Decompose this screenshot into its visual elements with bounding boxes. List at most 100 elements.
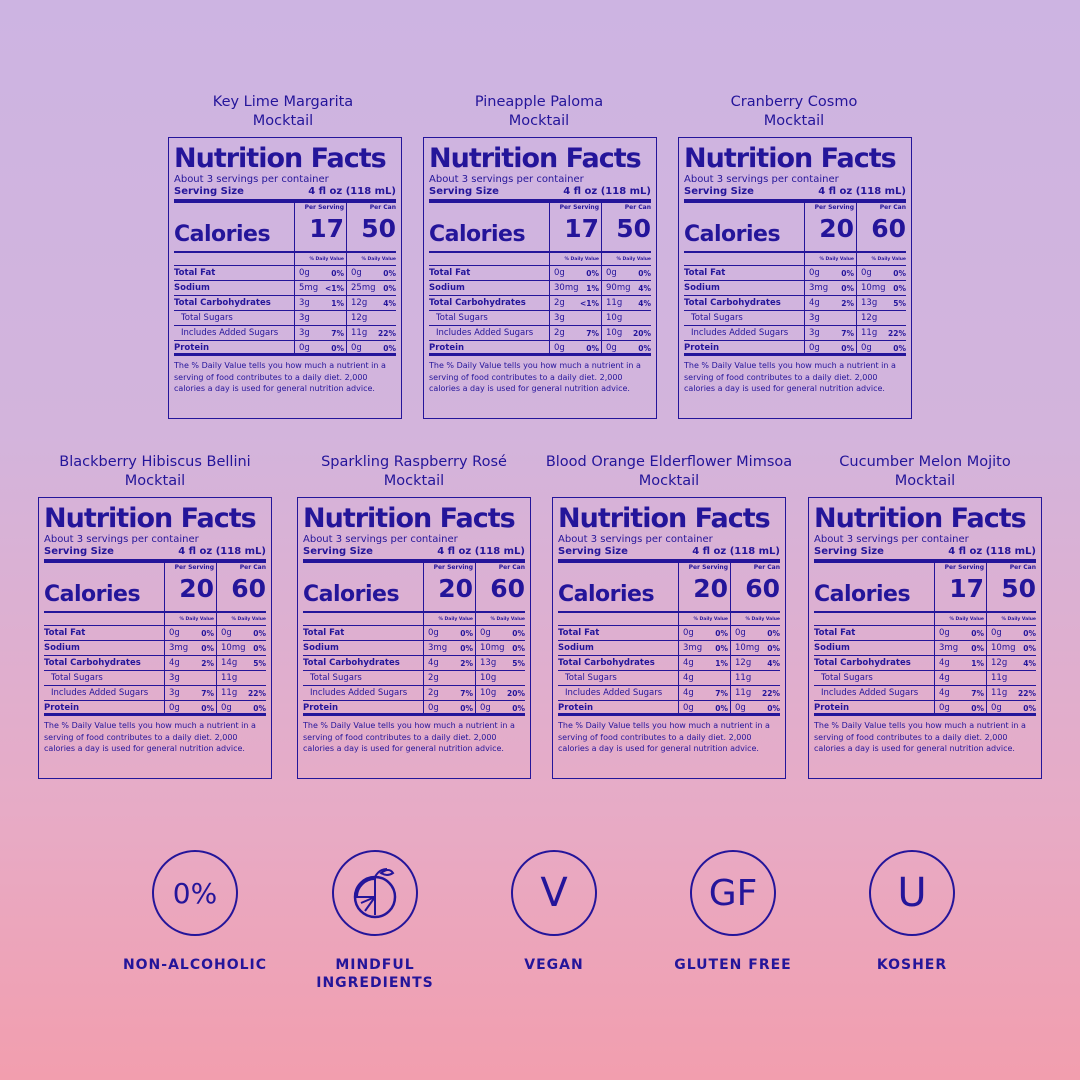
daily-value-header: % Daily Value % Daily Value bbox=[174, 253, 396, 266]
servings-per-container: About 3 servings per container bbox=[174, 174, 329, 185]
amount: 13g bbox=[861, 298, 878, 308]
per-can-cell: 10g bbox=[475, 671, 527, 685]
daily-value-percent: 0% bbox=[841, 284, 854, 293]
amount: 0g bbox=[683, 628, 694, 638]
daily-value-percent: 0% bbox=[460, 644, 473, 653]
row-total-fat: Total Fat 0g 0% 0g 0% bbox=[558, 626, 780, 641]
per-can-cell: 12g bbox=[346, 311, 398, 325]
row-total-sugars: Total Sugars 2g 10g bbox=[303, 671, 525, 686]
amount: 11g bbox=[606, 298, 623, 308]
row-total-fat: Total Fat 0g 0% 0g 0% bbox=[814, 626, 1036, 641]
per-serving-cell: 3g 1% bbox=[294, 296, 346, 310]
badge-mindful-ingredients: MINDFUL INGREDIENTS bbox=[285, 850, 465, 992]
row-total-carbohydrates: Total Carbohydrates 4g 1% 12g 4% bbox=[558, 656, 780, 671]
per-serving-cell: 3g 7% bbox=[294, 326, 346, 340]
row-total-carbohydrates: Total Carbohydrates 4g 2% 13g 5% bbox=[684, 296, 906, 311]
serving-size-row: Serving Size 4 fl oz (118 mL) bbox=[558, 546, 780, 563]
per-serving-cell: 3g bbox=[549, 311, 601, 325]
badge-kosher: U KOSHER bbox=[822, 850, 1002, 974]
amount: 2g bbox=[554, 328, 565, 338]
amount: 3mg bbox=[809, 283, 829, 293]
amount: 3mg bbox=[939, 643, 959, 653]
per-can-cell: 10mg 0% bbox=[730, 641, 782, 655]
row-sodium: Sodium 3mg 0% 10mg 0% bbox=[44, 641, 266, 656]
daily-value-percent: 1% bbox=[586, 284, 599, 293]
calories-label: Calories bbox=[174, 222, 271, 247]
nutrient-table: Total Fat 0g 0% 0g 0% Sodium 5mg <1% 25mg 0% Total… bbox=[174, 266, 396, 356]
row-total-fat: Total Fat 0g 0% 0g 0% bbox=[429, 266, 651, 281]
daily-value-percent: 0% bbox=[1023, 629, 1036, 638]
row-protein: Protein 0g 0% 0g 0% bbox=[684, 341, 906, 356]
per-can-cell: 13g 5% bbox=[475, 656, 527, 670]
row-protein: Protein 0g 0% 0g 0% bbox=[558, 701, 780, 716]
nutrient-table: Total Fat 0g 0% 0g 0% Sodium 30mg 1% 90mg 4% Total… bbox=[429, 266, 651, 356]
daily-value-footnote: The % Daily Value tells you how much a n… bbox=[303, 721, 515, 753]
nutrient-label: Sodium bbox=[44, 643, 80, 653]
per-serving-cell: 4g 1% bbox=[934, 656, 986, 670]
row-total-sugars: Total Sugars 3g 12g bbox=[174, 311, 396, 326]
servings-per-container: About 3 servings per container bbox=[558, 534, 713, 545]
product-name: Blackberry Hibiscus Bellini Mocktail bbox=[59, 454, 251, 489]
amount: 10g bbox=[480, 673, 497, 683]
nutrient-label: Total Carbohydrates bbox=[684, 298, 781, 308]
daily-value-percent: 1% bbox=[971, 659, 984, 668]
per-serving-cell: 30mg 1% bbox=[549, 281, 601, 295]
calories-per-serving: Per Serving 17 bbox=[549, 203, 601, 251]
per-serving-cell: 0g 0% bbox=[804, 341, 856, 353]
badge-label: KOSHER bbox=[876, 957, 948, 973]
daily-value-percent: 22% bbox=[248, 689, 266, 698]
amount: 0g bbox=[169, 703, 180, 713]
amount: 3g bbox=[809, 313, 820, 323]
per-can-cell: 10mg 0% bbox=[216, 641, 268, 655]
servings-per-container: About 3 servings per container bbox=[429, 174, 584, 185]
per-can-cell: 10mg 0% bbox=[986, 641, 1038, 655]
row-protein: Protein 0g 0% 0g 0% bbox=[44, 701, 266, 716]
amount: 0g bbox=[991, 703, 1002, 713]
nutrient-label: Total Carbohydrates bbox=[303, 658, 400, 668]
row-added-sugars: Includes Added Sugars 3g 7% 11g 22% bbox=[174, 326, 396, 341]
amount: 5mg bbox=[299, 283, 319, 293]
nutrient-label: Total Sugars bbox=[310, 673, 362, 683]
badge-non-alcoholic: 0% NON-ALCOHOLIC bbox=[105, 850, 285, 974]
per-serving-cell: 0g 0% bbox=[294, 341, 346, 353]
row-protein: Protein 0g 0% 0g 0% bbox=[174, 341, 396, 356]
nutrient-label: Includes Added Sugars bbox=[310, 688, 408, 698]
per-serving-cell: 3mg 0% bbox=[164, 641, 216, 655]
servings-per-container: About 3 servings per container bbox=[814, 534, 969, 545]
daily-value-percent: 0% bbox=[460, 629, 473, 638]
nutrient-label: Sodium bbox=[684, 283, 720, 293]
amount: 25mg bbox=[351, 283, 376, 293]
daily-value-percent: 2% bbox=[460, 659, 473, 668]
amount: 0g bbox=[428, 703, 439, 713]
nutrition-facts-panel: Nutrition Facts About 3 servings per con… bbox=[297, 497, 531, 779]
per-serving-cell: 3g 7% bbox=[804, 326, 856, 340]
daily-value-percent: 0% bbox=[638, 344, 651, 353]
amount: 0g bbox=[480, 628, 491, 638]
amount: 0g bbox=[939, 703, 950, 713]
nutrient-label: Protein bbox=[174, 343, 210, 353]
amount: 2g bbox=[554, 298, 565, 308]
row-total-sugars: Total Sugars 4g 11g bbox=[558, 671, 780, 686]
amount: 3mg bbox=[169, 643, 189, 653]
amount: 10mg bbox=[991, 643, 1016, 653]
badge-vegan: V VEGAN bbox=[464, 850, 644, 974]
calories-row: Calories Per Serving 17 Per Can 50 bbox=[814, 563, 1036, 613]
amount: 4g bbox=[683, 688, 694, 698]
per-can-cell: 0g 0% bbox=[601, 266, 653, 280]
nutrition-facts-title: Nutrition Facts bbox=[684, 143, 897, 174]
calories-label: Calories bbox=[684, 222, 781, 247]
daily-value-percent: 0% bbox=[201, 644, 214, 653]
amount: 3mg bbox=[683, 643, 703, 653]
per-can-cell: 0g 0% bbox=[346, 341, 398, 353]
daily-value-percent: 5% bbox=[893, 299, 906, 308]
badge-gluten-free: GF GLUTEN FREE bbox=[643, 850, 823, 974]
calories-per-can: Per Can 60 bbox=[730, 563, 782, 611]
daily-value-percent: 0% bbox=[512, 644, 525, 653]
daily-value-percent: 0% bbox=[201, 704, 214, 713]
per-can-cell: 11g 22% bbox=[730, 686, 782, 700]
amount: 12g bbox=[351, 298, 368, 308]
calories-row: Calories Per Serving 20 Per Can 60 bbox=[303, 563, 525, 613]
amount: 11g bbox=[221, 673, 238, 683]
per-serving-cell: 0g 0% bbox=[423, 626, 475, 640]
daily-value-header: % Daily Value % Daily Value bbox=[684, 253, 906, 266]
